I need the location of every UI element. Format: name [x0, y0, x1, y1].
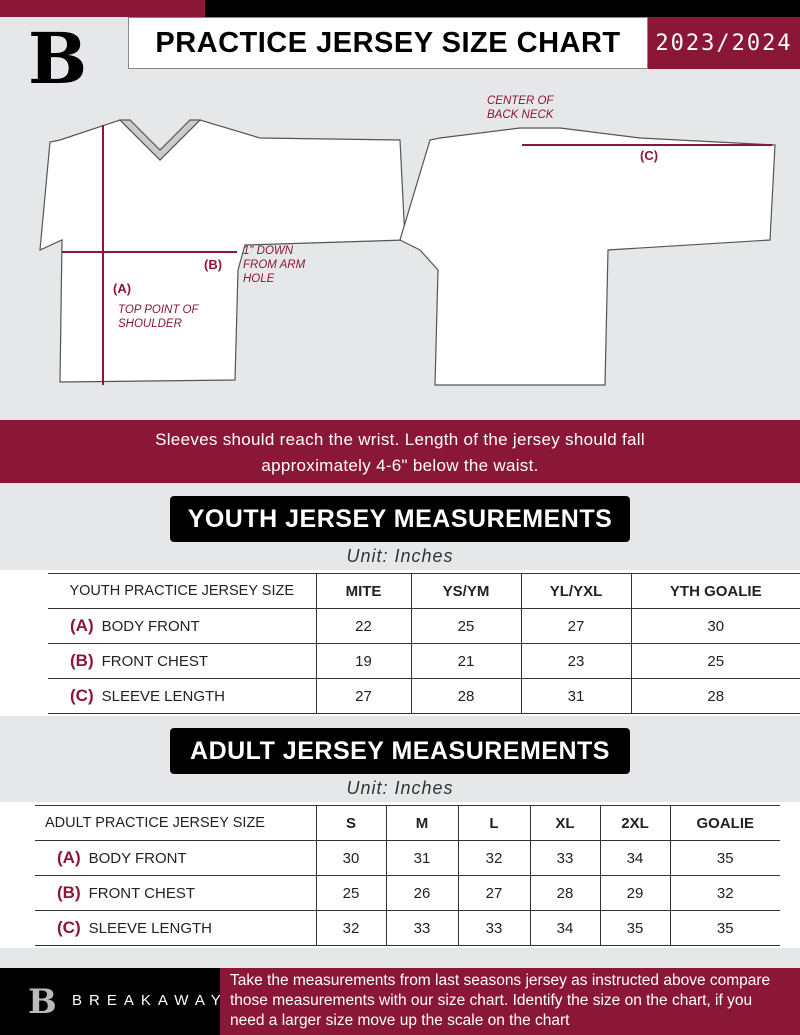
cell: 27 [457, 875, 530, 911]
cell: 25 [410, 608, 521, 644]
column-header: YOUTH PRACTICE JERSEY SIZE [48, 573, 316, 609]
row-code: (B) [57, 883, 81, 902]
page-title: PRACTICE JERSEY SIZE CHART [128, 17, 648, 69]
cell: 31 [385, 840, 458, 876]
cell: 35 [599, 910, 670, 946]
cell: 31 [520, 678, 631, 714]
cell: 32 [669, 875, 780, 911]
table-header-row: ADULT PRACTICE JERSEY SIZE S M L XL 2XL … [35, 805, 780, 841]
adult-table: ADULT PRACTICE JERSEY SIZE S M L XL 2XL … [35, 805, 780, 946]
table-row: (C) SLEEVE LENGTH 27 28 31 28 [48, 678, 800, 714]
cell: 35 [669, 910, 780, 946]
cell: 29 [599, 875, 670, 911]
column-header: YS/YM [410, 573, 521, 609]
row-header: (B) FRONT CHEST [48, 643, 316, 679]
table-row: (C) SLEEVE LENGTH 32 33 33 34 35 35 [35, 910, 780, 946]
top-accent-bar [0, 0, 205, 17]
row-header: (C) SLEEVE LENGTH [35, 910, 316, 946]
row-header: (A) BODY FRONT [35, 840, 316, 876]
cell: 33 [385, 910, 458, 946]
cell: 28 [630, 678, 800, 714]
column-header: L [457, 805, 530, 841]
cell: 28 [410, 678, 521, 714]
column-header: ADULT PRACTICE JERSEY SIZE [35, 805, 316, 841]
note-center-back-neck: CENTER OF BACK NECK [487, 95, 554, 121]
adult-unit: Unit: Inches [346, 778, 454, 798]
row-code: (A) [57, 848, 81, 867]
row-label: SLEEVE LENGTH [88, 920, 212, 937]
cell: 30 [315, 840, 386, 876]
youth-heading: YOUTH JERSEY MEASUREMENTS [170, 496, 630, 542]
cell: 22 [315, 608, 411, 644]
column-header: MITE [315, 573, 411, 609]
note-arm-hole: 1" DOWN FROM ARM HOLE [243, 245, 306, 285]
cell: 21 [410, 643, 521, 679]
table-row: (B) FRONT CHEST 19 21 23 25 [48, 643, 800, 679]
cell: 34 [529, 910, 600, 946]
footer-logo: B [28, 982, 57, 1022]
table-row: (A) BODY FRONT 22 25 27 30 [48, 608, 800, 644]
cell: 33 [457, 910, 530, 946]
cell: 19 [315, 643, 411, 679]
cell: 25 [630, 643, 800, 679]
column-header: M [385, 805, 458, 841]
column-header: XL [529, 805, 600, 841]
row-header: (C) SLEEVE LENGTH [48, 678, 316, 714]
cell: 30 [630, 608, 800, 644]
jersey-diagram [39, 119, 776, 386]
top-black-bar [205, 0, 800, 17]
instructions-text: Sleeves should reach the wrist. Length o… [155, 430, 645, 475]
cell: 33 [529, 840, 600, 876]
column-header: YL/YXL [520, 573, 631, 609]
cell: 34 [599, 840, 670, 876]
row-label: BODY FRONT [88, 850, 187, 867]
table-row: (B) FRONT CHEST 25 26 27 28 29 32 [35, 875, 780, 911]
footer-brand-panel [0, 968, 220, 1035]
table-row: (A) BODY FRONT 30 31 32 33 34 35 [35, 840, 780, 876]
column-header: YTH GOALIE [630, 573, 800, 609]
jersey-back [399, 127, 776, 386]
jersey-collar [118, 119, 202, 161]
season-label: 2023/2024 [648, 17, 800, 69]
row-code: (A) [70, 616, 94, 635]
row-code: (B) [70, 651, 94, 670]
footer-text: Take the measurements from last seasons … [220, 968, 800, 1035]
instructions-band: Sleeves should reach the wrist. Length o… [0, 420, 800, 483]
youth-table: YOUTH PRACTICE JERSEY SIZE MITE YS/YM YL… [48, 573, 800, 714]
cell: 28 [529, 875, 600, 911]
row-code: (C) [57, 918, 81, 937]
cell: 26 [385, 875, 458, 911]
row-header: (B) FRONT CHEST [35, 875, 316, 911]
row-label: BODY FRONT [101, 618, 200, 635]
note-top-point: TOP POINT OF SHOULDER [118, 304, 199, 330]
cell: 27 [520, 608, 631, 644]
cell: 25 [315, 875, 386, 911]
table-header-row: YOUTH PRACTICE JERSEY SIZE MITE YS/YM YL… [48, 573, 800, 609]
label-a: (A) [113, 281, 132, 296]
adult-heading: ADULT JERSEY MEASUREMENTS [170, 728, 630, 774]
youth-unit: Unit: Inches [346, 546, 454, 566]
column-header: 2XL [599, 805, 670, 841]
label-b: (B) [204, 257, 223, 272]
row-label: FRONT CHEST [101, 653, 209, 670]
row-label: FRONT CHEST [88, 885, 196, 902]
row-code: (C) [70, 686, 94, 705]
cell: 27 [315, 678, 411, 714]
label-c: (C) [640, 148, 659, 163]
cell: 32 [315, 910, 386, 946]
cell: 23 [520, 643, 631, 679]
column-header: S [315, 805, 386, 841]
row-header: (A) BODY FRONT [48, 608, 316, 644]
row-label: SLEEVE LENGTH [101, 688, 225, 705]
column-header: GOALIE [669, 805, 780, 841]
footer-brand: BREAKAWAY [72, 992, 228, 1009]
cell: 32 [457, 840, 530, 876]
cell: 35 [669, 840, 780, 876]
logo: B [28, 17, 88, 100]
